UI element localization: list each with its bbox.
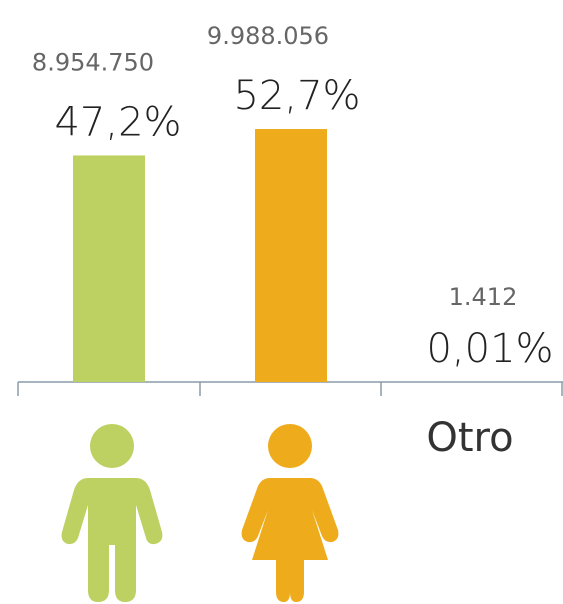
- axis: [17, 381, 563, 396]
- count-label: 9.988.056: [207, 22, 329, 50]
- value-label: 47,2%: [54, 99, 181, 145]
- count-label: 1.412: [449, 283, 518, 311]
- bar: [73, 155, 145, 382]
- value-label: 0,01%: [426, 326, 553, 372]
- boy-icon: [61, 424, 163, 602]
- count-label: 8.954.750: [32, 48, 154, 76]
- value-label: 52,7%: [233, 73, 360, 119]
- category-label: Otro: [426, 415, 513, 461]
- girl-icon: [241, 424, 339, 602]
- bar: [255, 129, 327, 382]
